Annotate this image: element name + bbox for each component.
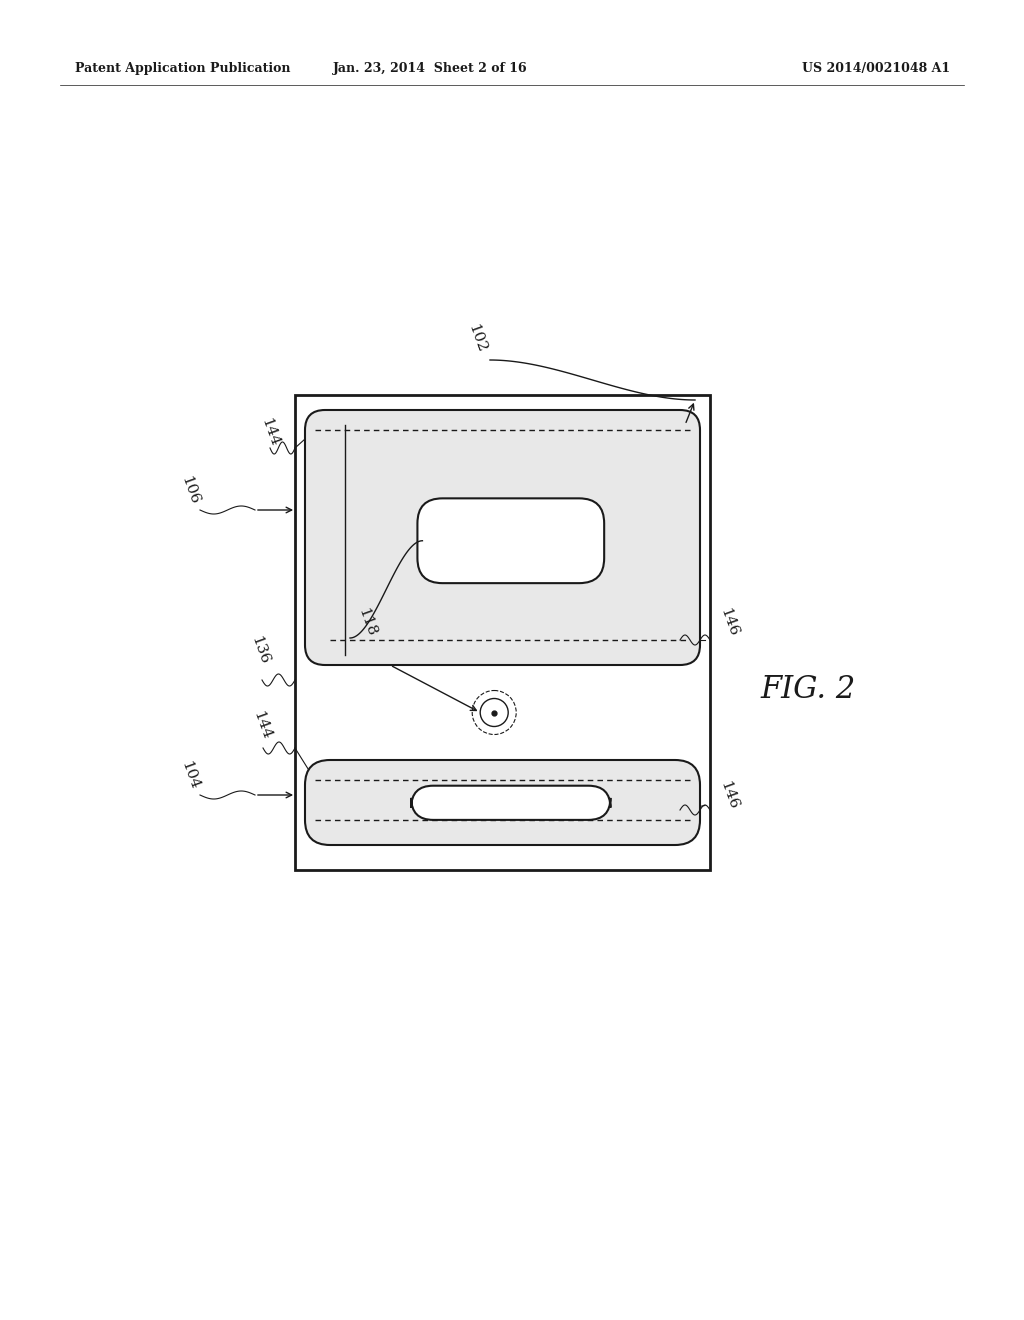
Text: 144: 144 (258, 416, 282, 447)
Text: 102: 102 (465, 322, 488, 355)
Text: 136: 136 (248, 634, 271, 667)
Bar (295, 395, 710, 870)
Text: 104: 104 (178, 759, 201, 791)
Text: 146: 146 (717, 606, 740, 638)
Text: FIG. 2: FIG. 2 (760, 675, 855, 705)
Text: Patent Application Publication: Patent Application Publication (75, 62, 291, 75)
FancyBboxPatch shape (418, 499, 604, 583)
Text: Jan. 23, 2014  Sheet 2 of 16: Jan. 23, 2014 Sheet 2 of 16 (333, 62, 527, 75)
Text: US 2014/0021048 A1: US 2014/0021048 A1 (802, 62, 950, 75)
Text: 146: 146 (717, 779, 740, 810)
FancyBboxPatch shape (305, 411, 700, 665)
FancyBboxPatch shape (305, 760, 700, 845)
FancyBboxPatch shape (412, 785, 610, 820)
Text: 106: 106 (178, 474, 201, 506)
Text: 118: 118 (355, 606, 378, 638)
Text: 144: 144 (250, 709, 273, 741)
